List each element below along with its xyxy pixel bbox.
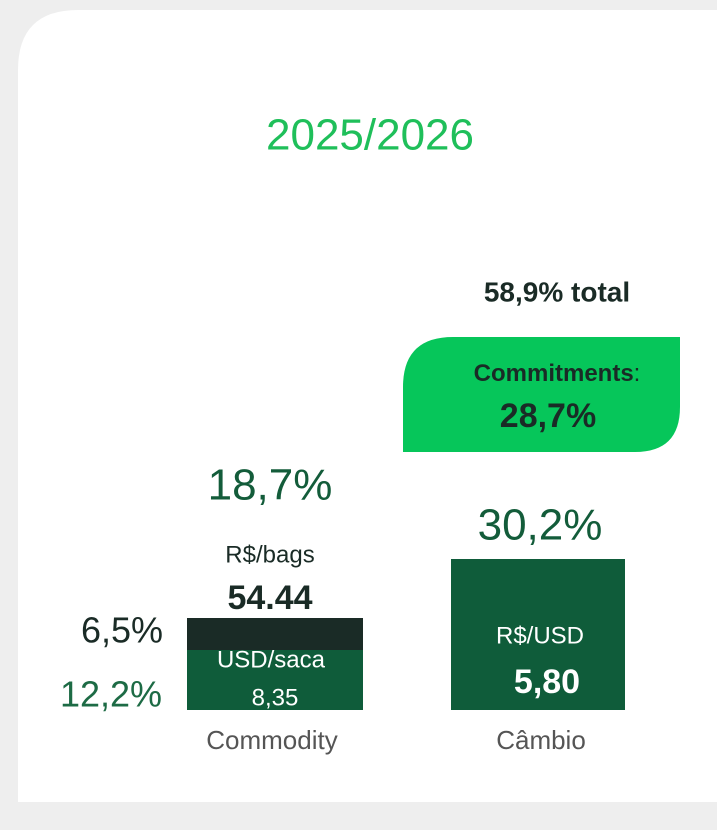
commitments-label-text: Commitments xyxy=(474,360,634,387)
cambio-percent: 30,2% xyxy=(478,501,603,550)
commodity-unit: R$/bags xyxy=(225,541,314,568)
segment-unit: USD/saca xyxy=(217,646,326,673)
commitments-value: 28,7% xyxy=(500,397,596,435)
segment-price: 8,35 xyxy=(252,684,299,711)
cambio-bar xyxy=(451,559,625,710)
commodity-price: 54.44 xyxy=(227,579,312,617)
commodity-top-bar xyxy=(187,618,363,650)
title: 2025/2026 xyxy=(266,111,474,160)
segment-percent-bottom: 12,2% xyxy=(60,674,162,715)
segment-price-clip: 8,35 xyxy=(252,684,299,711)
commitments-box xyxy=(403,337,680,452)
commodity-bottom-bar xyxy=(187,650,363,710)
cambio-price: 5,80 xyxy=(514,663,580,701)
commodity-label: Commodity xyxy=(206,725,337,755)
cambio-label: Câmbio xyxy=(496,725,586,755)
segment-percent-top: 6,5% xyxy=(81,610,163,651)
separator: : xyxy=(634,360,641,387)
commodity-percent: 18,7% xyxy=(208,461,333,510)
cambio-unit: R$/USD xyxy=(496,622,584,649)
commitments-label: Commitments: xyxy=(474,360,641,387)
total: 58,9% total xyxy=(484,276,630,307)
